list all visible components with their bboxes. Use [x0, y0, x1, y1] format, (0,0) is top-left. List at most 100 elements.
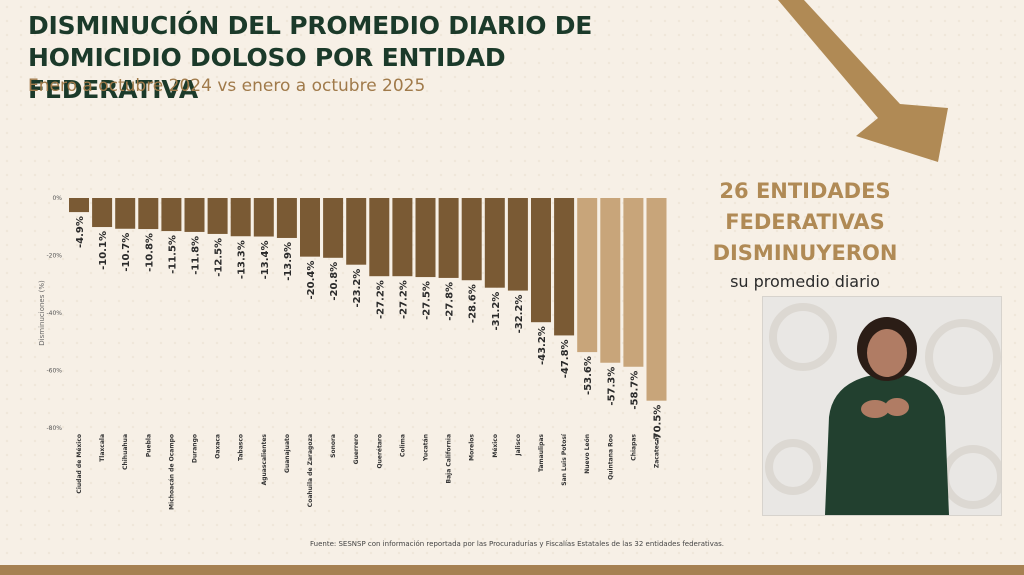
bar-value-label: -70.5% [653, 405, 664, 444]
category-label: Tlaxcala [99, 434, 106, 462]
bars-group [69, 198, 667, 401]
category-label: Quintana Roo [607, 434, 614, 480]
bar-value-label: -13.9% [283, 242, 294, 281]
bar [531, 198, 551, 323]
bar-value-label: -11.5% [167, 235, 178, 274]
category-label: Colima [399, 434, 406, 457]
category-label: Tamaulipas [538, 434, 545, 472]
y-tick-label: -60% [46, 368, 62, 375]
bar-value-label: -53.6% [583, 356, 594, 395]
source-note: Fuente: SESNSP con información reportada… [310, 540, 725, 548]
category-label: México [492, 434, 499, 458]
bar-value-label: -20.4% [306, 261, 317, 300]
category-label: Durango [192, 434, 199, 463]
bar [507, 198, 528, 291]
y-axis-title: Disminuciones (%) [38, 280, 46, 346]
bar [369, 198, 390, 277]
bar [138, 198, 159, 230]
bar [600, 198, 621, 363]
category-label: Tabasco [238, 434, 245, 461]
trend-down-arrow-icon [778, 0, 948, 162]
sign-language-interpreter-video [762, 296, 1002, 516]
category-label: Querétaro [376, 434, 383, 468]
bar [577, 198, 598, 353]
bar-value-label: -47.8% [560, 339, 571, 378]
page-subtitle: Enero a octubre 2024 vs enero a octubre … [28, 76, 426, 96]
bar-value-label: -20.8% [329, 262, 340, 301]
bar [484, 198, 505, 288]
bar [300, 198, 320, 257]
bar-value-label: -28.6% [468, 284, 479, 323]
callout-line-4: su promedio diario [730, 272, 880, 291]
bar-value-label: -23.2% [352, 269, 363, 308]
page-title: DISMINUCIÓN DEL PROMEDIO DIARIO DE HOMIC… [28, 11, 593, 104]
category-label: San Luis Potosí [561, 433, 568, 486]
bar [392, 198, 413, 277]
y-tick-label: -40% [46, 310, 62, 317]
bar-chart: Disminuciones (%) 0% -20% -40% -60% -80% -4.… [38, 195, 667, 510]
category-label: Guerrero [353, 434, 360, 464]
bar [415, 198, 436, 278]
category-label: Michoacán de Ocampo [168, 434, 175, 510]
bar-value-label: -10.7% [121, 233, 132, 272]
bar-value-label: -10.8% [144, 233, 155, 272]
callout-line-3: DISMINUYERON [712, 241, 898, 265]
category-label: Zacatecas [654, 434, 661, 469]
category-label: Chihuahua [122, 434, 129, 470]
category-label: Oaxaca [215, 434, 222, 459]
bar-value-label: -27.8% [445, 282, 456, 321]
summary-callout: 26 ENTIDADES FEDERATIVAS DISMINUYERON su… [690, 176, 920, 295]
bar [346, 198, 367, 265]
bar-value-label: -27.2% [398, 280, 409, 319]
y-tick-label: -20% [46, 253, 62, 260]
bar-value-label: -11.8% [191, 236, 202, 275]
callout-line-1: 26 ENTIDADES [719, 179, 891, 203]
bar [554, 198, 575, 336]
bar [184, 198, 205, 232]
category-label: Yucatán [423, 434, 430, 462]
bar [92, 198, 113, 228]
bar [115, 198, 136, 229]
bar-value-label: -58.7% [629, 371, 640, 410]
bar-value-label: -27.2% [375, 280, 386, 319]
category-label: Baja California [446, 434, 453, 483]
bar [438, 198, 459, 278]
category-label: Ciudad de México [76, 434, 83, 494]
y-tick-label: -80% [46, 425, 62, 432]
bottom-accent-bar [0, 565, 1024, 575]
bar [230, 198, 251, 237]
bar [323, 198, 344, 258]
category-label: Chiapas [630, 434, 637, 461]
bar-value-label: -13.4% [260, 241, 271, 280]
bar-value-label: -57.3% [606, 367, 617, 406]
category-label: Sonora [330, 434, 337, 458]
bar [623, 198, 644, 367]
bar [161, 198, 182, 232]
category-label: Aguascalientes [261, 434, 268, 486]
category-label: Morelos [469, 434, 476, 461]
bar-value-label: -43.2% [537, 326, 548, 365]
bar [253, 198, 274, 237]
callout-line-2: FEDERATIVAS [725, 210, 885, 234]
category-label: Guanajuato [284, 434, 291, 473]
bar-labels-group: -4.9% -10.1% -10.7% -10.8% -11.5% -11.8% -12.5… [75, 216, 664, 443]
bar [646, 198, 667, 401]
category-label: Coahuila de Zaragoza [307, 434, 314, 507]
category-labels-group: Ciudad de México Tlaxcala Chihuahua Puebla M… [76, 433, 661, 510]
bar-value-label: -31.2% [491, 292, 502, 331]
bar-value-label: -13.3% [237, 240, 248, 279]
bar [461, 198, 482, 281]
bar [276, 198, 297, 238]
interpreter-figure [765, 303, 1001, 515]
bar-value-label: -32.2% [514, 295, 525, 334]
bar [69, 198, 89, 213]
bar [207, 198, 228, 234]
bar-value-label: -4.9% [75, 216, 86, 248]
y-axis: 0% -20% -40% -60% -80% [46, 195, 62, 432]
category-label: Puebla [145, 434, 152, 457]
bar-value-label: -10.1% [98, 231, 109, 270]
bar-value-label: -12.5% [214, 238, 225, 277]
y-tick-label: 0% [52, 195, 62, 202]
category-label: Nuevo León [584, 434, 591, 474]
category-label: Jalisco [515, 434, 522, 457]
